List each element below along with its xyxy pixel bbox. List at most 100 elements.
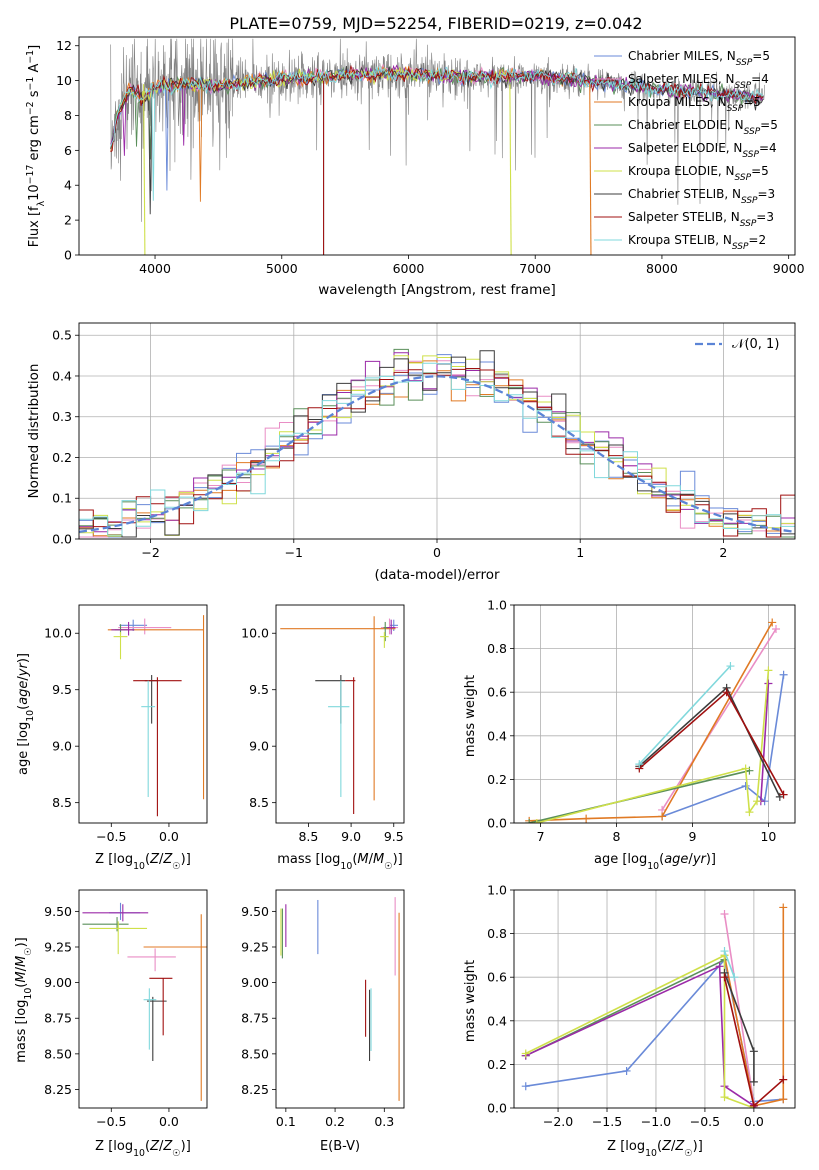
x-tick-label: 7000: [519, 261, 551, 276]
label-part: ]: [27, 45, 42, 50]
mass-weight-marker: [749, 1101, 758, 1108]
mass-weight-marker: [745, 808, 754, 817]
axes-frame: [275, 604, 405, 824]
y-tick-label: 0.5: [52, 328, 72, 343]
label-part: Z: [162, 852, 173, 867]
mass-weight-marker: [521, 1049, 530, 1058]
y-tick-label: 9.50: [44, 904, 72, 919]
axes-mass_weight_vs_Z: −2.0 −1.5 −1.0 −0.5 0.0 0.0 0.2 0.4 0.6 0.8 1.0 mas…: [463, 883, 796, 1159]
label-part: M: [14, 971, 29, 982]
mass-weight-marker: [525, 819, 534, 823]
y-tick-label: 12: [56, 38, 72, 53]
label-part: mass [log: [14, 1000, 29, 1063]
x-tick-label: 10: [760, 829, 776, 844]
legend-label: Chabrier ELODIE, NSSP=5: [628, 118, 778, 137]
x-tick-label: −0.5: [690, 1114, 720, 1129]
label-part: Z: [661, 1139, 672, 1154]
mass-weight-marker: [722, 688, 731, 697]
label-part: (: [659, 852, 664, 867]
plot-area-mass_vs_Z: [82, 902, 207, 1101]
label-part: )]: [16, 653, 31, 663]
label-part: 10: [133, 861, 145, 872]
x-axis-label: mass [log10(M/M☉)]: [277, 852, 403, 872]
legend-label-end: =5: [752, 49, 770, 63]
x-axis-label: E(B-V): [320, 1139, 360, 1154]
histogram-step-line: [79, 368, 795, 538]
y-tick-label: 10.0: [44, 626, 72, 641]
x-tick-label: −0.5: [96, 1114, 126, 1129]
mass-weight-marker: [720, 1093, 729, 1102]
y-tick-label: 8.75: [241, 1011, 269, 1026]
label-part: yr: [692, 852, 708, 867]
x-tick-label: −2.0: [543, 1114, 573, 1129]
legend-label-end: =5: [743, 95, 761, 109]
axes-frame: [78, 889, 208, 1109]
legend-label-main: Salpeter STELIB, N: [628, 210, 740, 224]
label-part: M: [357, 852, 368, 867]
y-tick-label: 0.2: [487, 772, 507, 787]
x-axis-label: wavelength [Angstrom, rest frame]: [318, 282, 556, 298]
y-tick-label: 0.2: [52, 450, 72, 465]
x-tick-label: 1: [576, 545, 584, 560]
label-part: ☉: [384, 861, 392, 872]
label-part: 10: [647, 861, 659, 872]
mass-weight-marker: [720, 909, 729, 918]
mass-weight-marker: [635, 760, 644, 769]
label-part: Z: [674, 1139, 685, 1154]
y-tick-label: 9.0: [52, 739, 72, 754]
label-part: /: [16, 676, 31, 681]
label-part: /: [159, 1139, 164, 1154]
y-tick-label: 0.1: [52, 491, 72, 506]
panels: 4000 5000 6000 7000 8000 9000024681012Chabrie…: [14, 36, 805, 1159]
label-part: 10: [645, 1148, 657, 1159]
y-tick-label: 0.2: [487, 1057, 507, 1072]
label-part: /: [14, 966, 29, 971]
label-part: /: [369, 852, 374, 867]
mass-weight-marker: [730, 973, 739, 982]
legend-label-end: =4: [751, 72, 769, 86]
label-part: erg cm: [27, 115, 42, 164]
histogram-step-line: [79, 355, 795, 537]
legend-label-main: Chabrier STELIB, N: [628, 187, 741, 201]
plot-area-age_vs_Z: [107, 615, 205, 817]
x-axis-label: (data-model)/error: [374, 567, 500, 583]
label-part: ☉: [172, 861, 180, 872]
y-axis-label: mass weight: [463, 675, 478, 757]
axes-frame: [78, 36, 796, 256]
histogram-step-line: [79, 362, 795, 536]
label-part: λ: [36, 200, 47, 206]
axes-frame: [78, 604, 208, 824]
mass-weight-line: [536, 670, 770, 823]
label-part: (: [16, 705, 31, 710]
legend-label-end: =3: [756, 210, 774, 224]
label-part: s: [27, 90, 42, 101]
axes-frame: [513, 604, 796, 824]
mass-weight-marker: [779, 670, 788, 679]
label-part: A: [27, 64, 42, 77]
y-tick-label: 8.25: [241, 1082, 269, 1097]
x-tick-label: 0.0: [744, 1114, 764, 1129]
series-edge-line: [143, 84, 146, 255]
x-tick-label: 9: [688, 829, 696, 844]
y-axis-label: age [log10(age/yr)]: [16, 653, 36, 775]
legend-label-sub: SSP: [735, 173, 752, 183]
axes-mass_weight_vs_age: 7 8 9 10 0.0 0.2 0.4 0.6 0.8 1.0 mass weight age [l…: [463, 598, 796, 872]
axes-residuals: −2 −1 0 1 2 0.0 0.1 0.2 0.3 0.4 0.5 𝒩(0, 1) (data-mo…: [26, 322, 796, 583]
y-tick-label: 9.00: [241, 975, 269, 990]
y-tick-label: 8.50: [44, 1046, 72, 1061]
mass-weight-marker: [779, 903, 788, 912]
x-tick-label: 0.3: [374, 1114, 394, 1129]
axes-age_vs_Z: −0.5 0.08.59.09.510.0Z [log10(Z/Z☉)]age […: [16, 604, 208, 872]
label-part: (: [657, 1139, 662, 1154]
mass-weight-marker: [764, 679, 773, 688]
y-tick-label: 0.4: [487, 728, 507, 743]
mass-weight-marker: [764, 666, 773, 675]
y-tick-label: 0.0: [52, 532, 72, 547]
label-part: 10: [27, 184, 42, 201]
y-tick-label: 0.8: [487, 641, 507, 656]
mass-weight-line: [661, 628, 777, 811]
legend-label-end: =2: [748, 233, 766, 247]
label-part: Flux [f: [27, 206, 42, 247]
